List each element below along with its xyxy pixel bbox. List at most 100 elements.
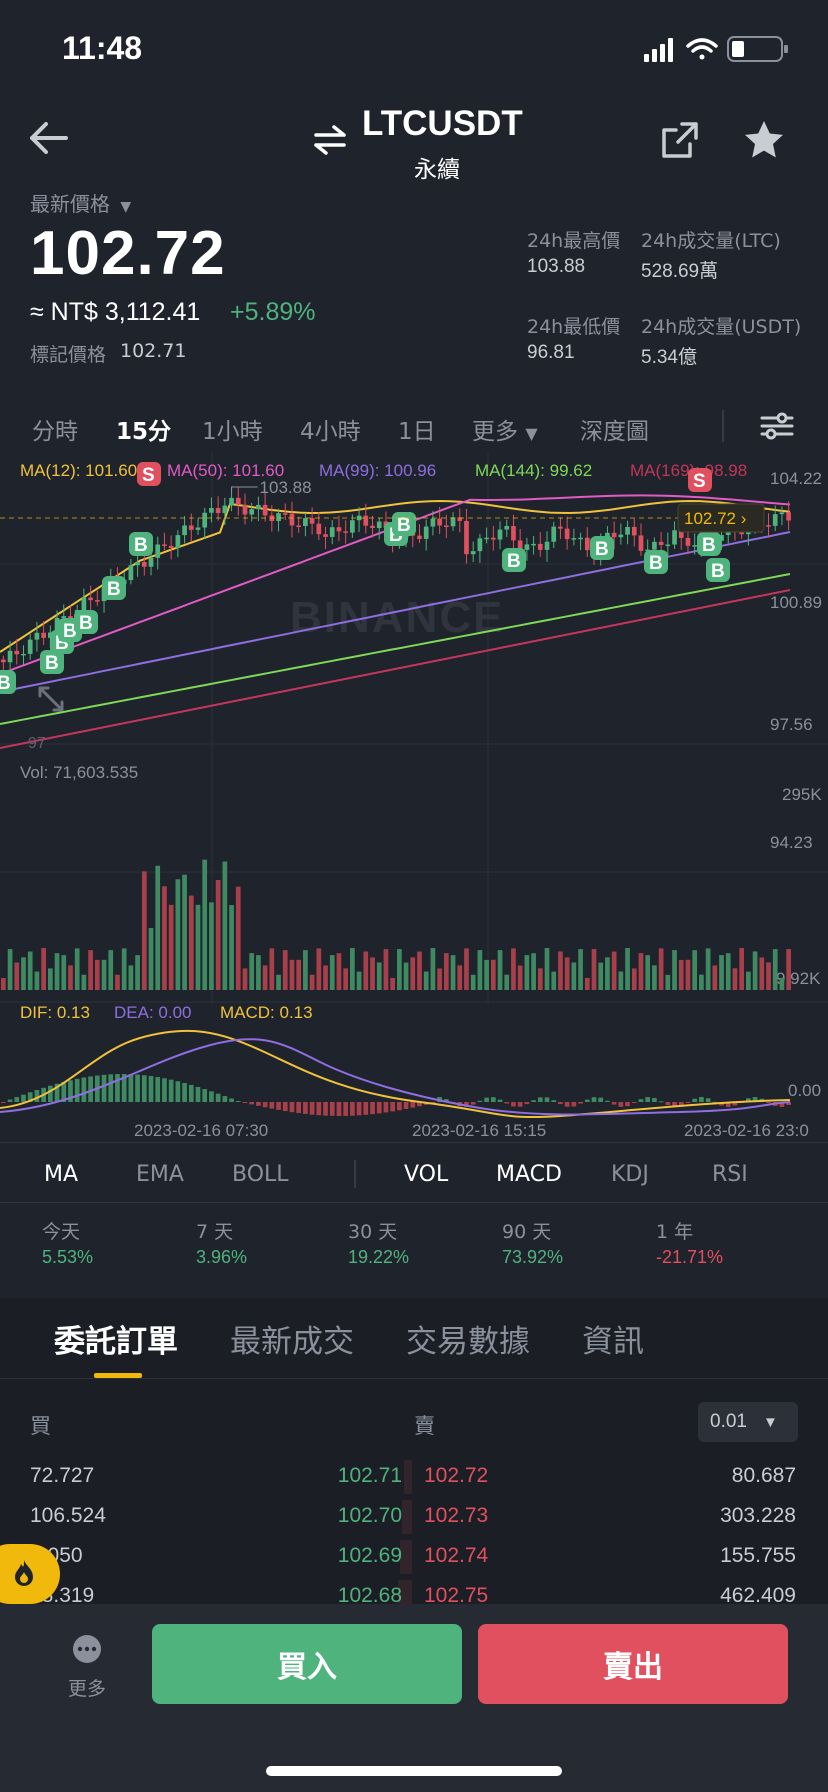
- volume-bar: [14, 962, 20, 990]
- ask-price[interactable]: 102.72: [424, 1464, 489, 1487]
- volume-bar: [618, 971, 624, 990]
- volume-bar: [101, 959, 107, 990]
- macd-bar: [215, 1093, 221, 1102]
- price-chart[interactable]: BINANCE MA(12): 101.60 MA(50): 101.60 MA(9…: [0, 452, 828, 1142]
- volume-bar: [692, 950, 698, 990]
- indicator-tab-rsi[interactable]: RSI: [712, 1162, 748, 1187]
- tab-trading-data[interactable]: 交易數據: [406, 1324, 530, 1360]
- macd-bar: [571, 1102, 577, 1107]
- volume-usdt-label: 24h成交量(USDT): [641, 316, 802, 338]
- bid-quantity[interactable]: 72.727: [30, 1464, 95, 1487]
- precision-select[interactable]: 0.01 ▼: [698, 1402, 798, 1442]
- indicator-tab-macd[interactable]: MACD: [496, 1162, 562, 1187]
- volume-bar: [558, 951, 563, 990]
- perf-label-30d: 30 天: [348, 1221, 398, 1243]
- macd-bar: [309, 1102, 315, 1115]
- macd-bar: [235, 1101, 241, 1103]
- bid-quantity[interactable]: 106.524: [30, 1504, 106, 1527]
- status-time: 11:48: [62, 30, 143, 66]
- interval-tab-15m[interactable]: 15分: [116, 419, 172, 445]
- macd-bar: [363, 1102, 369, 1115]
- status-icons: [644, 36, 788, 62]
- volume-bar: [168, 904, 174, 990]
- volume-bar: [645, 955, 651, 990]
- candle-body: [665, 544, 671, 547]
- tab-info[interactable]: 資訊: [582, 1324, 644, 1360]
- candle-body: [27, 639, 33, 654]
- macd-bar: [625, 1102, 630, 1107]
- indicator-tab-ema[interactable]: EMA: [136, 1162, 184, 1187]
- indicator-tab-boll[interactable]: BOLL: [232, 1162, 289, 1187]
- candle-body: [658, 541, 664, 545]
- bid-price[interactable]: 102.68: [337, 1584, 402, 1607]
- sell-button[interactable]: 賣出: [478, 1624, 788, 1704]
- ask-price[interactable]: 102.73: [424, 1504, 489, 1527]
- buy-marker-text: B: [45, 653, 59, 674]
- ask-price[interactable]: 102.75: [424, 1584, 489, 1607]
- volume-bar: [584, 977, 590, 990]
- candle-body: [719, 535, 724, 541]
- ask-quantity[interactable]: 155.755: [720, 1544, 796, 1567]
- volume-bar: [564, 957, 570, 990]
- macd-bar: [705, 1098, 711, 1102]
- candle-body: [215, 508, 221, 514]
- interval-tab-1d[interactable]: 1日: [398, 419, 436, 445]
- macd-bar: [88, 1076, 93, 1102]
- low-label: 24h最低價: [527, 316, 621, 338]
- interval-tab-4h[interactable]: 4小時: [300, 419, 361, 445]
- interval-tab-more[interactable]: 更多 ▼: [472, 419, 538, 445]
- macd-bar: [430, 1102, 436, 1104]
- bid-price[interactable]: 102.70: [337, 1504, 402, 1527]
- ask-quantity[interactable]: 303.228: [720, 1504, 796, 1527]
- share-icon[interactable]: [660, 120, 700, 160]
- macd-bar: [323, 1102, 328, 1116]
- volume-bar: [135, 955, 140, 990]
- buy-marker-text: B: [702, 535, 716, 556]
- candle-body: [262, 504, 268, 516]
- volume-bar: [155, 865, 161, 990]
- last-price-label[interactable]: 最新價格 ▼: [30, 192, 132, 216]
- candle-body: [450, 517, 456, 527]
- chart-settings-icon[interactable]: [760, 410, 794, 442]
- indicator-tab-kdj[interactable]: KDJ: [611, 1162, 649, 1187]
- favorite-star-icon[interactable]: [742, 118, 786, 162]
- high-marker-line: [231, 486, 258, 494]
- macd-bar: [725, 1102, 731, 1107]
- macd-bar: [356, 1102, 362, 1116]
- macd-bar: [652, 1097, 657, 1102]
- swap-icon[interactable]: [312, 124, 348, 156]
- candle-body: [517, 540, 523, 550]
- contract-type: 永續: [414, 157, 460, 183]
- buy-button[interactable]: 買入: [152, 1624, 462, 1704]
- more-button[interactable]: 更多: [62, 1630, 112, 1706]
- back-arrow-icon[interactable]: [26, 118, 70, 158]
- interval-tab-depth[interactable]: 深度圖: [580, 419, 649, 445]
- ask-price[interactable]: 102.74: [424, 1544, 489, 1567]
- candle-body: [303, 518, 308, 527]
- price-axis-label: 97.56: [770, 715, 813, 734]
- indicator-tab-vol[interactable]: VOL: [404, 1162, 449, 1187]
- wifi-icon: [686, 38, 718, 60]
- interval-tab-time[interactable]: 分時: [32, 419, 78, 445]
- candle-body: [229, 497, 234, 506]
- bid-price[interactable]: 102.71: [337, 1464, 402, 1487]
- more-label: 更多: [68, 1678, 107, 1700]
- interval-tab-1h[interactable]: 1小時: [202, 419, 263, 445]
- pair-title[interactable]: LTCUSDT: [362, 104, 523, 143]
- macd-bar: [61, 1081, 67, 1102]
- perf-value-today: 5.53%: [42, 1247, 94, 1267]
- bid-price[interactable]: 102.69: [337, 1544, 402, 1567]
- candle-body: [94, 600, 100, 602]
- ask-quantity[interactable]: 462.409: [720, 1584, 796, 1607]
- macd-bar: [276, 1102, 281, 1110]
- macd-bar: [370, 1102, 375, 1115]
- hot-button[interactable]: [0, 1544, 60, 1604]
- tab-recent-trades[interactable]: 最新成交: [230, 1324, 354, 1360]
- macd-bar: [484, 1097, 489, 1102]
- indicator-tab-ma[interactable]: MA: [44, 1162, 79, 1187]
- volume-bar: [551, 971, 557, 990]
- buy-marker-text: B: [595, 539, 609, 560]
- ask-quantity[interactable]: 80.687: [731, 1464, 796, 1487]
- volume-bar: [34, 971, 40, 990]
- tab-order-book[interactable]: 委託訂單: [54, 1324, 178, 1360]
